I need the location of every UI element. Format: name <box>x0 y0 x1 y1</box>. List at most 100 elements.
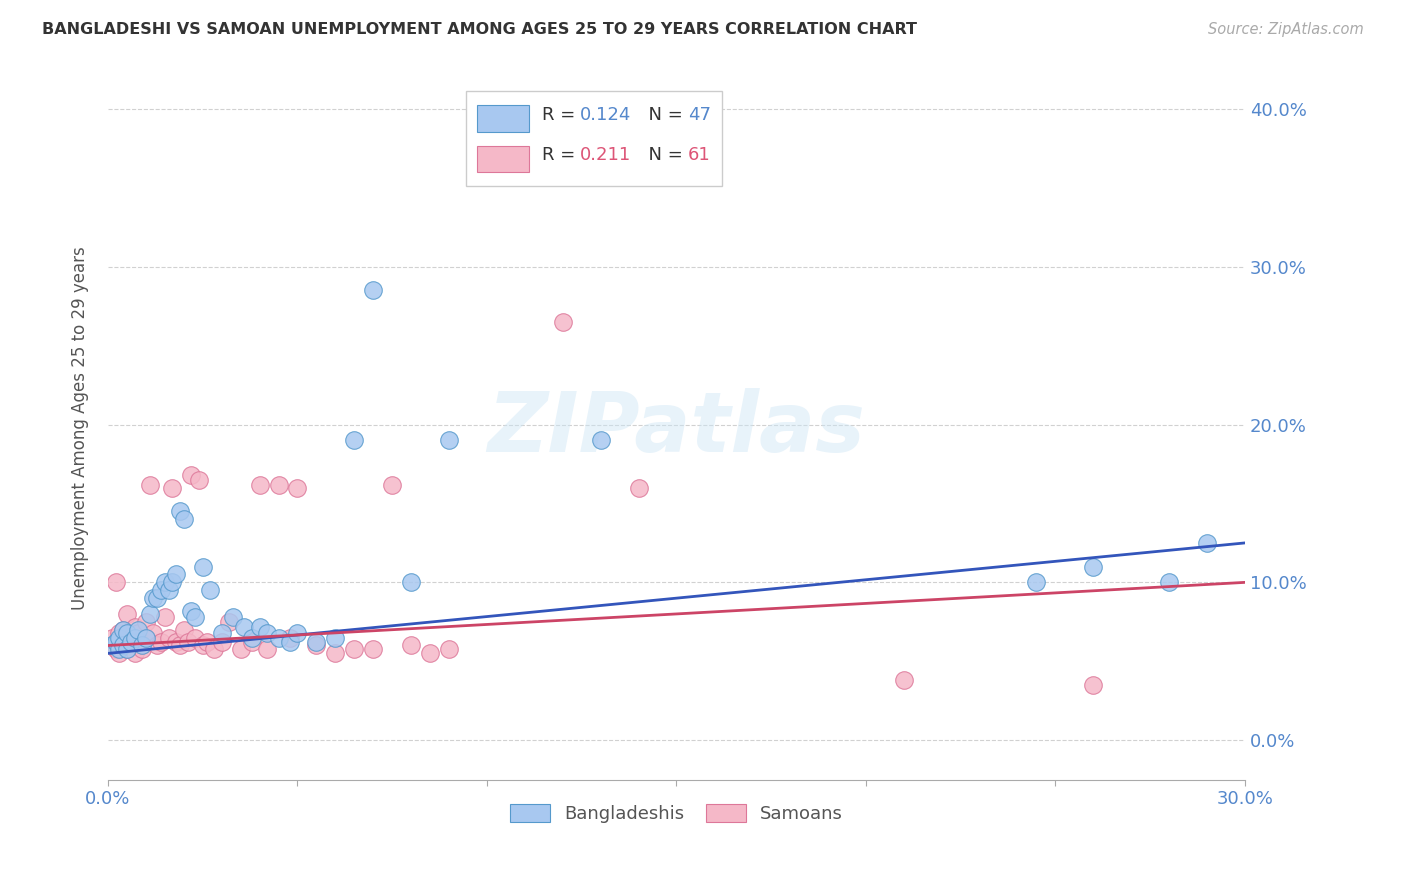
Point <box>101 639 124 653</box>
Point <box>202 641 225 656</box>
Point <box>138 477 160 491</box>
Point <box>325 646 347 660</box>
Point <box>173 623 195 637</box>
Point <box>187 473 209 487</box>
Point <box>108 635 131 649</box>
Point <box>173 512 195 526</box>
Point <box>249 477 271 491</box>
Point <box>115 635 138 649</box>
FancyBboxPatch shape <box>467 92 721 186</box>
Point <box>135 615 157 629</box>
Point <box>162 481 184 495</box>
Point <box>1025 575 1047 590</box>
Point <box>191 559 214 574</box>
Point <box>131 641 153 656</box>
Point <box>104 575 127 590</box>
Point <box>278 635 301 649</box>
Point <box>893 673 915 688</box>
Point <box>157 631 180 645</box>
Point <box>142 625 165 640</box>
Point <box>124 646 146 660</box>
Point <box>101 631 124 645</box>
Point <box>165 567 187 582</box>
Point <box>112 631 135 645</box>
Text: 0.211: 0.211 <box>579 146 631 164</box>
Point <box>115 641 138 656</box>
Point <box>112 623 135 637</box>
Point <box>256 641 278 656</box>
Y-axis label: Unemployment Among Ages 25 to 29 years: Unemployment Among Ages 25 to 29 years <box>72 247 89 610</box>
Point <box>267 477 290 491</box>
Text: 61: 61 <box>688 146 710 164</box>
Point <box>361 641 384 656</box>
Point <box>135 631 157 645</box>
Point <box>176 635 198 649</box>
Point <box>165 635 187 649</box>
Legend: Bangladeshis, Samoans: Bangladeshis, Samoans <box>499 793 853 834</box>
Point <box>180 468 202 483</box>
Text: N =: N = <box>637 105 688 124</box>
Point <box>1083 678 1105 692</box>
Point <box>256 625 278 640</box>
Text: R =: R = <box>543 146 581 164</box>
Point <box>115 641 138 656</box>
Point <box>233 619 256 633</box>
Text: N =: N = <box>637 146 688 164</box>
Point <box>240 631 263 645</box>
Point <box>124 619 146 633</box>
Point <box>200 583 222 598</box>
Point <box>325 631 347 645</box>
Point <box>1083 559 1105 574</box>
Point <box>1195 536 1218 550</box>
Point <box>287 481 309 495</box>
Point <box>551 315 574 329</box>
Text: ZIPatlas: ZIPatlas <box>488 388 865 469</box>
Point <box>419 646 441 660</box>
Point <box>108 641 131 656</box>
Text: 47: 47 <box>688 105 711 124</box>
Point <box>218 615 240 629</box>
Point <box>127 623 149 637</box>
Point <box>112 639 135 653</box>
Point <box>120 631 142 645</box>
Text: R =: R = <box>543 105 581 124</box>
Point <box>101 639 124 653</box>
Point <box>240 635 263 649</box>
Point <box>305 639 328 653</box>
Point <box>115 625 138 640</box>
Point <box>211 635 233 649</box>
Point <box>184 631 207 645</box>
Point <box>157 583 180 598</box>
Point <box>437 641 460 656</box>
Point <box>127 635 149 649</box>
Point <box>112 623 135 637</box>
Point <box>437 434 460 448</box>
Point <box>229 641 252 656</box>
Text: BANGLADESHI VS SAMOAN UNEMPLOYMENT AMONG AGES 25 TO 29 YEARS CORRELATION CHART: BANGLADESHI VS SAMOAN UNEMPLOYMENT AMONG… <box>42 22 917 37</box>
Point <box>120 639 142 653</box>
Point <box>305 635 328 649</box>
Point <box>108 646 131 660</box>
Text: Source: ZipAtlas.com: Source: ZipAtlas.com <box>1208 22 1364 37</box>
Point <box>131 639 153 653</box>
Point <box>169 639 191 653</box>
Point <box>150 583 173 598</box>
Point <box>124 631 146 645</box>
Point <box>135 631 157 645</box>
Point <box>381 477 404 491</box>
Point <box>127 625 149 640</box>
Point <box>169 504 191 518</box>
Point <box>278 631 301 645</box>
Point <box>146 639 169 653</box>
Point <box>138 607 160 621</box>
Point <box>162 575 184 590</box>
Point <box>108 625 131 640</box>
Point <box>108 631 131 645</box>
Point <box>287 625 309 640</box>
Point <box>249 619 271 633</box>
Point <box>150 635 173 649</box>
Point <box>361 284 384 298</box>
Point <box>120 635 142 649</box>
Point <box>104 641 127 656</box>
Point <box>343 641 366 656</box>
